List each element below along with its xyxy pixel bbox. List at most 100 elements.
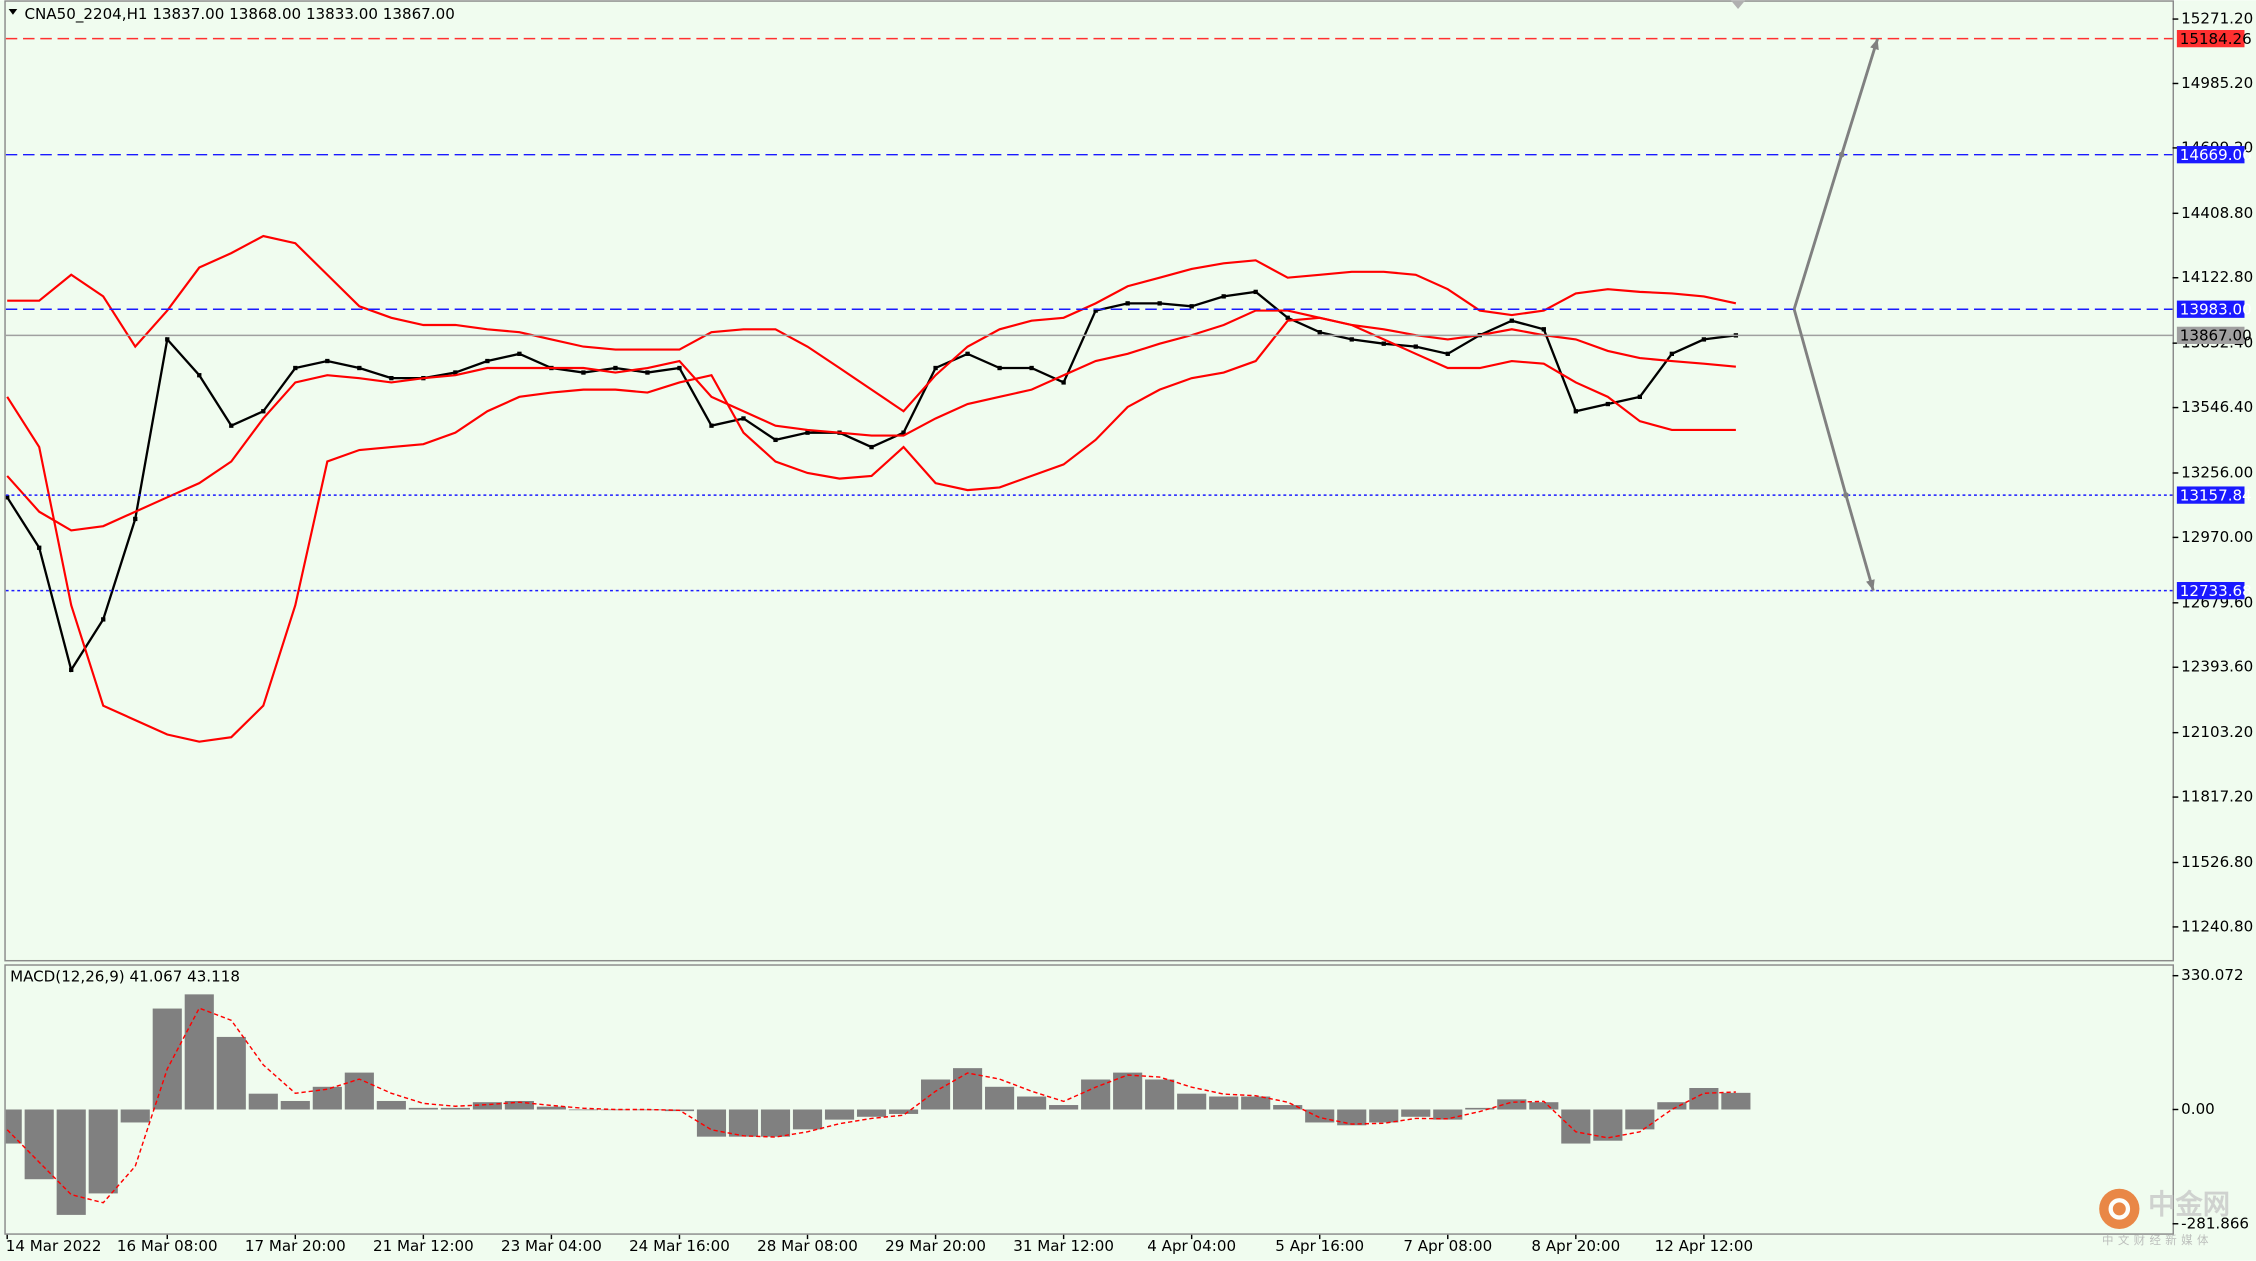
price-point [485, 358, 490, 364]
price-point [69, 667, 74, 673]
price-point [293, 365, 298, 371]
macd-bar [1369, 1109, 1399, 1123]
price-level-tag [2176, 582, 2245, 600]
price-point [1285, 315, 1290, 320]
price-point [389, 375, 394, 381]
price-point [229, 423, 234, 428]
price-level-label: 12733.68 [2180, 582, 2252, 600]
macd-bar [856, 1109, 887, 1117]
macd-bar [280, 1100, 310, 1110]
macd-bar [953, 1068, 983, 1110]
price-point [997, 365, 1002, 371]
macd-bar [344, 1072, 374, 1110]
macd-bar [1113, 1072, 1143, 1110]
pane: 330.072 0.00 -281.866 [5, 966, 2249, 1232]
price-point [1509, 318, 1514, 323]
macd-bar [792, 1109, 823, 1130]
price-point [645, 370, 650, 375]
macd-bar [728, 1109, 759, 1137]
macd-bar [1433, 1109, 1463, 1120]
watermark-tagline: 中文财经新媒体 [2102, 1233, 2213, 1247]
price-level-label: 13867.00 [2180, 327, 2252, 345]
price-point [709, 423, 714, 428]
price-point [1541, 327, 1546, 332]
plot-area [5, 994, 1751, 1215]
price-point [517, 351, 522, 356]
macd-bar [152, 1008, 182, 1110]
price-level-label: 13983.00 [2180, 300, 2252, 318]
x-tick-label: 4 Apr 04:00 [1147, 1237, 1236, 1255]
y-tick-label: 11817.20 [2181, 788, 2253, 806]
macd-bar [1657, 1102, 1687, 1110]
price-point [1573, 409, 1578, 414]
x-tick-label: 14 Mar 2022 [6, 1237, 102, 1255]
macd-bar [184, 994, 214, 1110]
macd-bar [1337, 1109, 1367, 1126]
x-tick-label: 16 Mar 08:00 [117, 1237, 218, 1255]
bollinger-band [7, 234, 1737, 413]
y-tick-label: 13546.40 [2181, 398, 2253, 416]
macd-bar [1273, 1105, 1303, 1110]
price-point [101, 617, 106, 622]
x-tick-label: 28 Mar 08:00 [757, 1237, 858, 1255]
price-point [197, 373, 202, 378]
macd-bar [1401, 1109, 1431, 1117]
price-point [1093, 308, 1098, 313]
macd-bar [248, 1093, 278, 1110]
macd-bar [376, 1100, 406, 1110]
macd-bar [1209, 1096, 1239, 1110]
price-point [165, 337, 170, 342]
macd-bar [985, 1086, 1015, 1110]
price-point [965, 351, 970, 356]
price-point [1157, 301, 1162, 306]
macd-bar [1529, 1102, 1559, 1110]
y-tick-label: 330.072 [2181, 966, 2243, 984]
macd-bar [120, 1109, 150, 1123]
watermark-text: 中金网 [2148, 1189, 2230, 1221]
price-point [581, 370, 586, 375]
y-tick-label: 14122.80 [2181, 268, 2253, 286]
watermark-logo-swirl [2108, 1198, 2131, 1220]
menu-icon[interactable] [8, 8, 18, 15]
macd-bar [1177, 1093, 1207, 1110]
price-point [37, 545, 42, 550]
price-level-label: 14669.06 [2180, 146, 2252, 164]
macd-bar [504, 1100, 534, 1110]
macd-bar [600, 1109, 631, 1111]
macd-bar [24, 1109, 54, 1180]
price-point [1349, 337, 1354, 342]
macd-bar [1017, 1096, 1047, 1110]
x-tick-label: 31 Mar 12:00 [1013, 1237, 1114, 1255]
y-tick-label: 12970.00 [2181, 528, 2253, 546]
price-point [133, 516, 138, 522]
pane: 15271.2014985.2014699.2014408.8014122.80… [5, 10, 2253, 1255]
price-point [677, 365, 682, 371]
macd-bar [1081, 1079, 1111, 1110]
price-point [613, 365, 618, 371]
macd-bar [1497, 1099, 1527, 1110]
price-level-label: 15184.26 [2180, 30, 2252, 48]
signal-line [6, 1007, 1736, 1204]
macd-bar [88, 1109, 118, 1194]
shift-marker[interactable] [1730, 0, 1746, 9]
bollinger-band [6, 309, 1736, 532]
price-point [1253, 289, 1258, 295]
macd-bar [408, 1107, 438, 1110]
price-level-label: 13157.84 [2180, 486, 2252, 504]
price-point [1029, 365, 1034, 371]
arrow-joint [1843, 492, 1849, 498]
price-point [1445, 351, 1450, 356]
price-point [805, 430, 810, 435]
macd-bar [1689, 1088, 1719, 1110]
price-level-tag [2176, 146, 2245, 164]
macd-bar [1145, 1079, 1175, 1110]
macd-pane-frame [4, 964, 2174, 1235]
price-point [933, 365, 938, 371]
y-tick-label: 11240.80 [2181, 917, 2253, 935]
x-tick-label: 21 Mar 12:00 [373, 1237, 474, 1255]
macd-bar [1625, 1109, 1655, 1130]
macd-bar [536, 1106, 566, 1110]
y-tick-label: 12393.60 [2181, 658, 2253, 676]
price-point [1189, 304, 1194, 309]
price-point [1381, 341, 1386, 346]
